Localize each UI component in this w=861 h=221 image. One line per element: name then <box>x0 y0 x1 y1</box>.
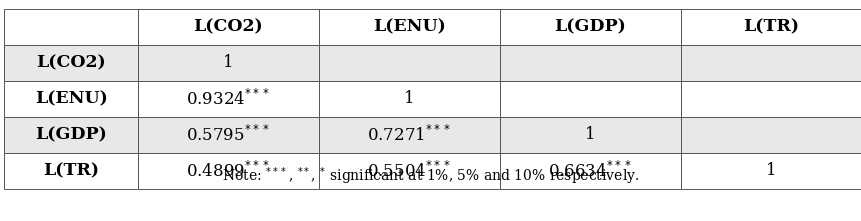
Bar <box>138 117 319 153</box>
Bar <box>499 153 680 189</box>
Bar <box>680 81 861 117</box>
Bar <box>4 45 138 81</box>
Text: L(ENU): L(ENU) <box>373 18 445 35</box>
Bar <box>4 81 138 117</box>
Bar <box>680 117 861 153</box>
Text: 0.6634$^{***}$: 0.6634$^{***}$ <box>548 161 632 181</box>
Text: L(TR): L(TR) <box>743 18 798 35</box>
Bar <box>680 45 861 81</box>
Text: L(CO2): L(CO2) <box>194 18 263 35</box>
Text: L(TR): L(TR) <box>43 162 99 179</box>
Text: 1: 1 <box>223 54 233 71</box>
Text: Note: $^{***}$, $^{**}$, $^{*}$ significant at 1%, 5% and 10% respectively.: Note: $^{***}$, $^{**}$, $^{*}$ signific… <box>222 166 639 187</box>
Bar <box>499 117 680 153</box>
Text: L(ENU): L(ENU) <box>34 90 108 107</box>
Text: L(CO2): L(CO2) <box>36 54 106 71</box>
Bar <box>138 45 319 81</box>
Text: L(GDP): L(GDP) <box>35 126 107 143</box>
Bar <box>138 81 319 117</box>
Bar <box>4 153 138 189</box>
Bar <box>138 153 319 189</box>
Bar <box>499 81 680 117</box>
Text: 1: 1 <box>765 162 776 179</box>
Text: 0.5504$^{***}$: 0.5504$^{***}$ <box>367 161 451 181</box>
Text: 0.7271$^{***}$: 0.7271$^{***}$ <box>367 125 451 145</box>
Bar <box>319 81 499 117</box>
Bar <box>4 117 138 153</box>
Text: 1: 1 <box>404 90 414 107</box>
Bar <box>319 9 499 45</box>
Bar <box>680 153 861 189</box>
Bar <box>319 117 499 153</box>
Bar <box>319 45 499 81</box>
Text: 1: 1 <box>585 126 595 143</box>
Bar <box>4 9 138 45</box>
Bar <box>319 153 499 189</box>
Bar <box>680 9 861 45</box>
Bar <box>499 9 680 45</box>
Bar <box>499 45 680 81</box>
Text: 0.4899$^{***}$: 0.4899$^{***}$ <box>186 161 270 181</box>
Bar <box>138 9 319 45</box>
Text: 0.5795$^{***}$: 0.5795$^{***}$ <box>186 125 270 145</box>
Text: 0.9324$^{***}$: 0.9324$^{***}$ <box>186 89 270 109</box>
Text: L(GDP): L(GDP) <box>554 18 626 35</box>
